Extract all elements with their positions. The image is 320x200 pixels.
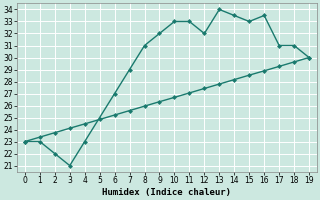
X-axis label: Humidex (Indice chaleur): Humidex (Indice chaleur): [102, 188, 231, 197]
